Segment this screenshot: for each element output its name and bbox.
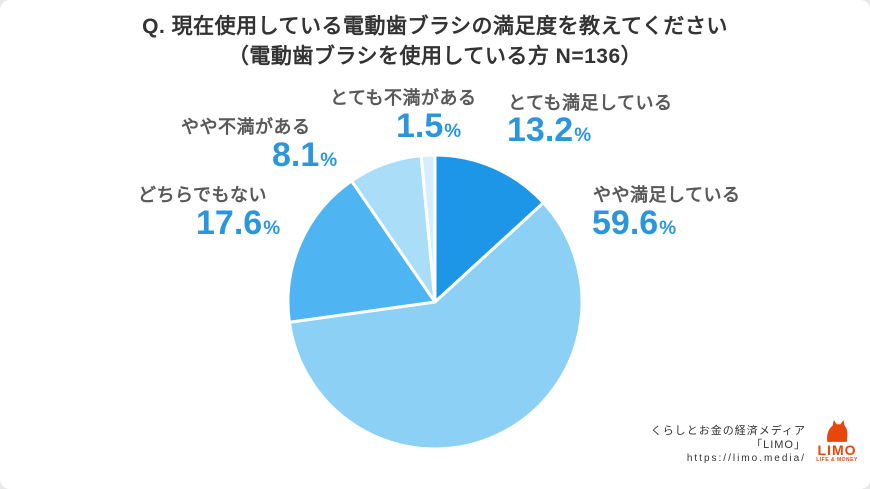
percent-sign: % — [574, 125, 592, 146]
pie-slice — [286, 179, 437, 324]
slice-label-very-dissatisfied: とても不満がある — [330, 88, 477, 108]
slice-value-number: 13.2 — [507, 111, 574, 149]
slice-value-somewhat-dissatisfied: 8.1% — [272, 138, 337, 172]
slice-value-number: 8.1 — [272, 136, 320, 174]
slice-value-very-satisfied: 13.2% — [507, 113, 591, 147]
limo-logo-icon — [827, 420, 848, 442]
pie-chart-svg — [286, 153, 584, 451]
chart-title-line1: Q. 現在使用している電動歯ブラシの満足度を教えてください — [142, 15, 728, 38]
slice-label-very-satisfied: とても満足している — [508, 93, 673, 113]
limo-logo: LIMO LIFE & MONEY — [813, 420, 861, 464]
percent-sign: % — [444, 121, 462, 142]
footer-tagline: くらしとお金の経済メディア — [650, 425, 806, 437]
slice-value-number: 59.6 — [592, 204, 659, 242]
footer-url: https://limo.media/ — [686, 453, 806, 464]
pie-slice — [433, 153, 545, 304]
slice-label-neither: どちらでもない — [138, 185, 267, 205]
pie-chart — [275, 142, 595, 462]
slice-value-somewhat-satisfied: 59.6% — [592, 206, 676, 240]
slice-label-somewhat-dissatisfied: やや不満がある — [181, 117, 311, 137]
percent-sign: % — [659, 218, 677, 239]
percent-sign: % — [263, 218, 281, 239]
percent-sign: % — [320, 150, 338, 171]
pie-slice — [287, 201, 584, 451]
footer-brand: 「LIMO」 — [751, 439, 806, 451]
pie-slice — [419, 153, 437, 304]
chart-title-line2: （電動歯ブラシを使用している方 N=136） — [227, 45, 643, 68]
slice-value-number: 1.5 — [396, 107, 444, 145]
chart-title: Q. 現在使用している電動歯ブラシの満足度を教えてください （電動歯ブラシを使用… — [0, 12, 870, 72]
slice-label-somewhat-satisfied: やや満足している — [593, 185, 741, 205]
limo-logo-subtext: LIFE & MONEY — [816, 457, 858, 463]
slice-value-very-dissatisfied: 1.5% — [396, 109, 461, 143]
slice-value-neither: 17.6% — [196, 206, 280, 240]
slice-value-number: 17.6 — [196, 204, 263, 242]
limo-logo-text: LIMO — [817, 442, 857, 458]
footer-credit: くらしとお金の経済メディア 「LIMO」 https://limo.media/ — [651, 424, 806, 466]
